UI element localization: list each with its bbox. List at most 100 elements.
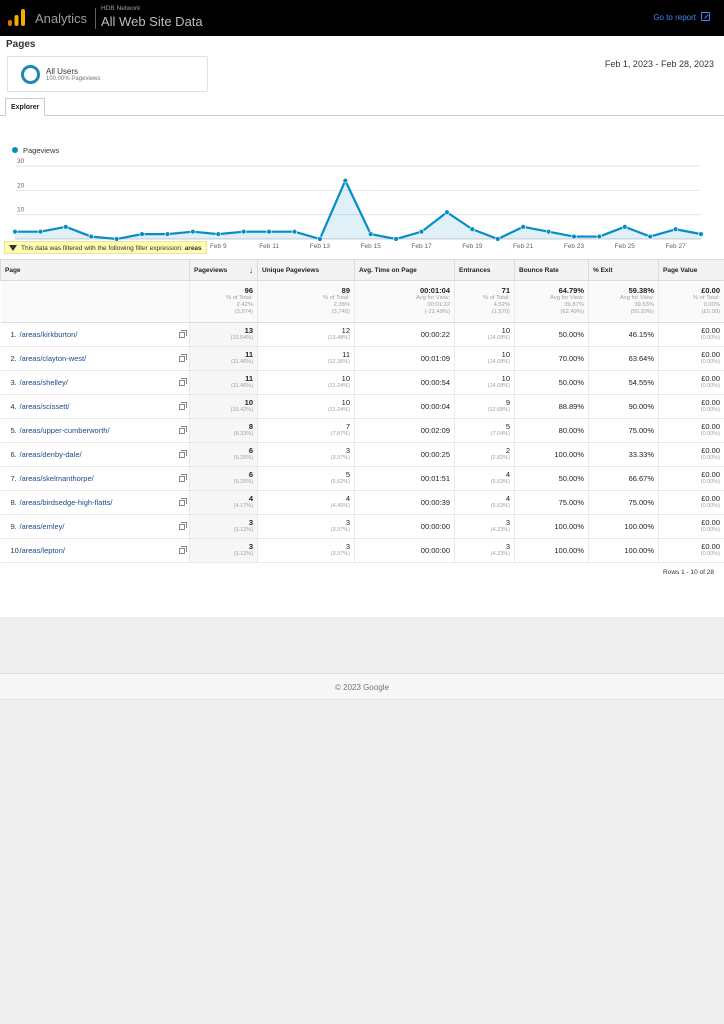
account-network[interactable]: HDB Network bbox=[101, 5, 141, 12]
unique-pageviews-cell: 11 (12.36%) bbox=[257, 346, 355, 371]
bounce-rate-cell: 80.00% bbox=[514, 418, 589, 443]
open-page-icon[interactable] bbox=[179, 402, 187, 410]
column-header-pageviews[interactable]: Pageviews ↓ bbox=[189, 259, 258, 281]
table-row: 7./areas/skelmanthorpe/6 (6.25%) 5 (5.62%) 0… bbox=[0, 466, 724, 491]
open-page-icon[interactable] bbox=[179, 522, 187, 530]
date-range-selector[interactable]: Feb 1, 2023 - Feb 28, 2023 bbox=[604, 59, 714, 69]
avg-time-cell: 00:00:00 bbox=[354, 514, 455, 539]
open-page-icon[interactable] bbox=[179, 546, 187, 554]
tab-explorer[interactable]: Explorer bbox=[5, 98, 46, 116]
unique-pageviews-percent: (5.62%) bbox=[330, 479, 350, 485]
pageviews-value: 11 bbox=[245, 374, 253, 383]
page-value-cell: £0.00 (0.00%) bbox=[658, 418, 724, 443]
open-page-icon[interactable] bbox=[179, 450, 187, 458]
total-reference-detail: (1,570) bbox=[491, 309, 510, 315]
page-cell: 10./areas/lepton/ bbox=[0, 538, 190, 563]
page-link[interactable]: /areas/emley/ bbox=[19, 522, 65, 531]
entrances-cell: 5 (7.04%) bbox=[454, 418, 515, 443]
pageviews-series-line bbox=[15, 179, 702, 241]
totals-bounce-rate-cell: 64.79% Avg for View: 39.87% (62.49%) bbox=[514, 280, 589, 323]
column-header-bounce-rate[interactable]: Bounce Rate bbox=[514, 259, 589, 281]
total-caption: Avg for View: bbox=[550, 295, 584, 301]
entrances-percent: (4.23%) bbox=[490, 527, 510, 533]
avg-time-cell: 00:02:09 bbox=[354, 418, 455, 443]
page-link[interactable]: /areas/shelley/ bbox=[19, 378, 68, 387]
entrances-cell: 9 (12.68%) bbox=[454, 394, 515, 419]
data-point bbox=[139, 231, 145, 237]
total-value: £0.00 bbox=[701, 286, 720, 295]
column-header-unique-pageviews[interactable]: Unique Pageviews bbox=[257, 259, 355, 281]
unique-pageviews-value: 12 bbox=[341, 326, 350, 335]
page-cell: 5./areas/upper-cumberworth/ bbox=[0, 418, 190, 443]
column-header-exit[interactable]: % Exit bbox=[588, 259, 659, 281]
open-page-icon[interactable] bbox=[179, 426, 187, 434]
page-link[interactable]: /areas/scissett/ bbox=[19, 402, 70, 411]
pageviews-value: 3 bbox=[248, 518, 253, 527]
page-value-value: £0.00 bbox=[701, 374, 720, 383]
pageviews-value: 4 bbox=[248, 494, 253, 503]
total-reference-detail: (50.20%) bbox=[630, 309, 654, 315]
analytics-logo-icon[interactable] bbox=[8, 9, 26, 27]
unique-pageviews-cell: 7 (7.87%) bbox=[257, 418, 355, 443]
x-tick-label: Feb 13 bbox=[310, 243, 331, 250]
data-point bbox=[444, 209, 450, 215]
legend-label-pageviews[interactable]: Pageviews bbox=[23, 146, 60, 155]
page-cell: 2./areas/clayton-west/ bbox=[0, 346, 190, 371]
page-link[interactable]: /areas/denby-dale/ bbox=[19, 450, 82, 459]
page-link[interactable]: /areas/birdsedge-high-flatts/ bbox=[19, 498, 113, 507]
page-link[interactable]: /areas/clayton-west/ bbox=[19, 354, 87, 363]
data-point bbox=[495, 236, 501, 242]
page-link[interactable]: /areas/upper-cumberworth/ bbox=[19, 426, 110, 435]
segment-name: All Users bbox=[46, 67, 79, 76]
page-value-value: £0.00 bbox=[701, 470, 720, 479]
open-page-icon[interactable] bbox=[179, 498, 187, 506]
entrances-percent: (12.68%) bbox=[487, 407, 510, 413]
segment-card[interactable]: All Users 100.00% Pageviews bbox=[7, 56, 208, 92]
exit-cell: 100.00% bbox=[588, 538, 659, 563]
data-point bbox=[571, 233, 577, 240]
totals-unique-pageviews-cell: 89% of Total: 2.38% (3,745) bbox=[257, 280, 355, 323]
tab-divider bbox=[0, 115, 724, 116]
column-header-avg-time[interactable]: Avg. Time on Page bbox=[354, 259, 455, 281]
sort-descending-icon[interactable]: ↓ bbox=[249, 266, 253, 275]
unique-pageviews-percent: (13.48%) bbox=[327, 335, 350, 341]
row-rank: 3. bbox=[10, 378, 17, 387]
page-value-value: £0.00 bbox=[701, 494, 720, 503]
page-link[interactable]: /areas/kirkburton/ bbox=[19, 330, 78, 339]
page-link[interactable]: /areas/skelmanthorpe/ bbox=[19, 474, 94, 483]
pageviews-value: 6 bbox=[248, 470, 253, 479]
entrances-value: 4 bbox=[505, 494, 510, 503]
total-caption: % of Total: bbox=[693, 295, 720, 301]
pageviews-cell: 8 (8.33%) bbox=[189, 418, 258, 443]
column-header-page[interactable]: Page bbox=[0, 259, 190, 281]
open-page-icon[interactable] bbox=[179, 330, 187, 338]
header-divider bbox=[95, 8, 96, 29]
open-page-icon[interactable] bbox=[179, 378, 187, 386]
page-value-cell: £0.00 (0.00%) bbox=[658, 442, 724, 467]
go-to-report-link[interactable]: Go to report bbox=[653, 13, 696, 22]
entrances-cell: 2 (2.82%) bbox=[454, 442, 515, 467]
filter-expression: areas bbox=[184, 245, 202, 252]
page-link[interactable]: /areas/lepton/ bbox=[19, 546, 65, 555]
x-tick-label: Feb 9 bbox=[210, 243, 227, 250]
column-header-entrances[interactable]: Entrances bbox=[454, 259, 515, 281]
report-table: Page Pageviews ↓ Unique Pageviews Avg. Ti… bbox=[0, 259, 724, 563]
unique-pageviews-cell: 3 (3.37%) bbox=[257, 514, 355, 539]
unique-pageviews-value: 10 bbox=[341, 374, 350, 383]
unique-pageviews-value: 10 bbox=[341, 398, 350, 407]
column-header-page-value[interactable]: Page Value bbox=[658, 259, 724, 281]
total-reference-detail: (62.49%) bbox=[560, 309, 584, 315]
page-value-percent: (0.00%) bbox=[700, 383, 720, 389]
total-caption: Avg for View: bbox=[620, 295, 654, 301]
pageviews-value: 11 bbox=[245, 350, 253, 359]
page-value-value: £0.00 bbox=[701, 350, 720, 359]
unique-pageviews-value: 3 bbox=[345, 446, 350, 455]
property-selector[interactable]: All Web Site Data bbox=[101, 14, 203, 29]
open-external-icon[interactable] bbox=[701, 12, 710, 21]
exit-cell: 90.00% bbox=[588, 394, 659, 419]
page-value-value: £0.00 bbox=[701, 542, 720, 551]
data-point bbox=[215, 231, 221, 237]
avg-time-cell: 00:00:25 bbox=[354, 442, 455, 467]
open-page-icon[interactable] bbox=[179, 474, 187, 482]
open-page-icon[interactable] bbox=[179, 354, 187, 362]
